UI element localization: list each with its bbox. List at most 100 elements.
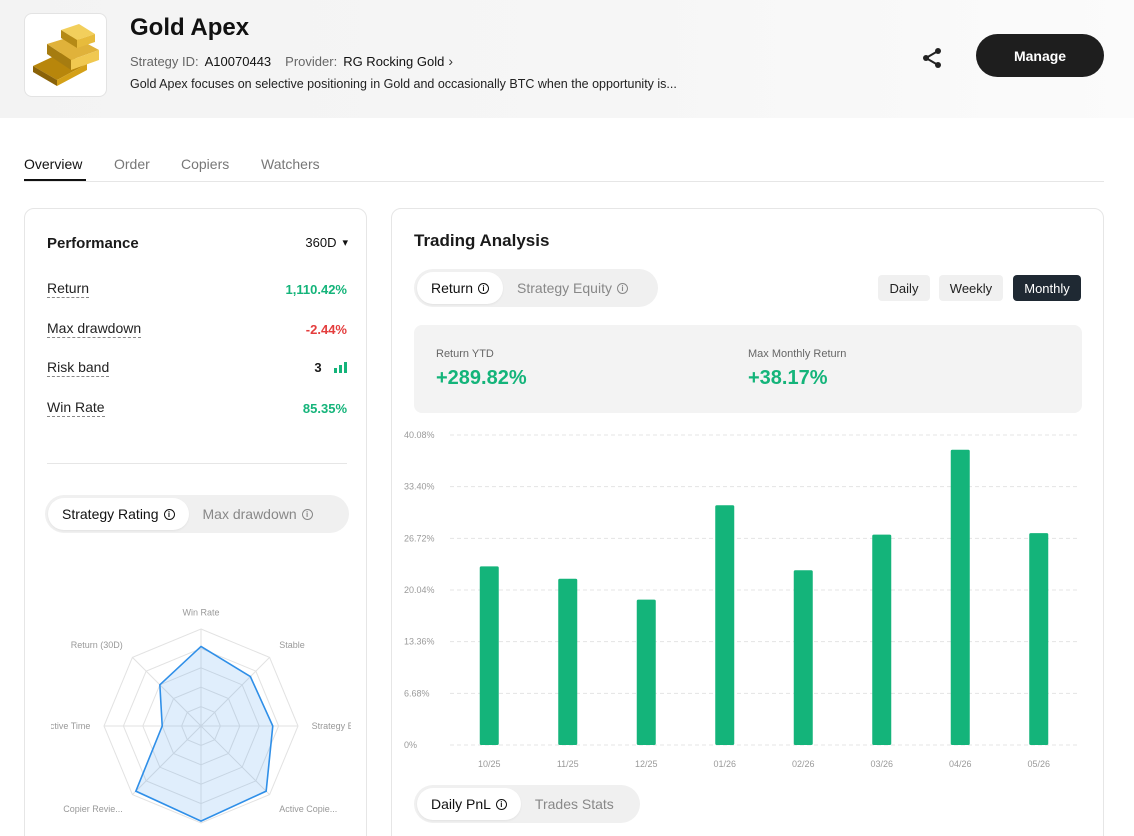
period-value: 360D [305,235,337,250]
win-rate-row: Win Rate 85.35% [47,398,347,418]
strategy-header: Gold Apex Strategy ID: A10070443 Provide… [0,0,1134,118]
radar-axis-label: Copier Revie... [63,804,123,814]
weekly-button[interactable]: Weekly [939,275,1003,301]
bar[interactable] [479,566,499,745]
divider [47,463,347,464]
strategy-logo [24,13,107,97]
strategy-id-label: Strategy ID: [130,53,199,69]
y-tick-label: 13.36% [404,637,435,647]
info-icon: i [478,282,490,294]
chevron-right-icon[interactable]: › [448,53,454,69]
win-rate-label[interactable]: Win Rate [47,399,105,417]
tab-overview[interactable]: Overview [24,156,83,172]
radar-axis-label: Win Rate [182,609,219,617]
tab-daily-pnl[interactable]: Daily PnL i [417,788,521,820]
bar[interactable] [558,578,578,745]
radar-axis-label: Stable [279,640,305,650]
bar[interactable] [1029,533,1049,745]
strategy-id-value: A10070443 [204,53,272,69]
performance-card: Performance 360D ▾ Return 1,110.42% Max … [24,208,367,836]
daily-button[interactable]: Daily [878,275,930,301]
main-tabs: Overview Order Copiers Watchers [24,150,1104,182]
strategy-title: Gold Apex [130,14,250,41]
performance-title: Performance [47,235,139,252]
tab-strategy-equity[interactable]: Strategy Equity i [503,272,642,304]
tab-strategy-rating-label: Strategy Rating [62,506,159,522]
provider-link[interactable]: RG Rocking Gold [343,53,445,69]
radar-axis-label: Return (30D) [71,640,123,650]
y-tick-label: 40.08% [404,430,435,440]
radar-axis-label: Active Copie... [279,804,337,814]
bar[interactable] [793,570,813,745]
radar-axis-label: Active Time [51,721,90,731]
risk-band-group: 3 [314,359,347,377]
radar-area [134,645,274,822]
bar[interactable] [950,449,970,745]
bar[interactable] [872,534,892,745]
manage-button[interactable]: Manage [976,34,1104,77]
strategy-meta: Strategy ID: A10070443 Provider: RG Rock… [130,53,453,69]
max-monthly-return-value: +38.17% [748,367,828,389]
period-dropdown[interactable]: 360D ▾ [305,235,348,250]
x-tick-label: 12/25 [635,759,658,769]
strategy-rating-radar: Win Rate Stable Strategy Equ... Active Copi… [51,609,351,824]
risk-band-row: Risk band 3 [47,358,347,378]
info-icon: i [495,798,507,810]
trading-analysis-title: Trading Analysis [414,231,550,250]
win-rate-value: 85.35% [302,400,347,416]
return-equity-toggle: Return i Strategy Equity i [414,269,658,307]
tab-max-drawdown[interactable]: Max drawdown i [189,498,327,530]
active-tab-underline [24,179,86,181]
y-tick-label: 0% [404,740,417,750]
tab-max-drawdown-label: Max drawdown [202,506,297,522]
risk-band-label[interactable]: Risk band [47,359,110,377]
tab-strategy-equity-label: Strategy Equity [517,280,612,296]
tab-order[interactable]: Order [114,156,150,172]
tab-copiers[interactable]: Copiers [181,156,230,172]
tab-daily-pnl-label: Daily PnL [431,796,491,812]
y-tick-label: 26.72% [404,533,435,543]
return-label[interactable]: Return [47,280,90,298]
radar-spoke [200,725,270,795]
chevron-down-icon: ▾ [342,237,348,249]
return-stats-panel: Return YTD +289.82% Max Monthly Return +… [414,325,1082,413]
bar[interactable] [636,599,656,745]
tab-trades-stats-label: Trades Stats [534,796,614,812]
return-ytd-label: Return YTD [436,348,494,360]
tab-return-label: Return [431,280,474,296]
max-drawdown-row: Max drawdown -2.44% [47,319,347,339]
x-tick-label: 10/25 [478,759,501,769]
return-row: Return 1,110.42% [47,279,347,299]
rating-toggle: Strategy Rating i Max drawdown i [45,495,349,533]
radar-spoke [200,657,270,727]
y-tick-label: 20.04% [404,585,435,595]
x-tick-label: 01/26 [713,759,736,769]
bar[interactable] [715,505,735,745]
strategy-description: Gold Apex focuses on selective positioni… [130,77,677,91]
provider-label: Provider: [285,53,338,69]
info-icon: i [616,282,628,294]
return-ytd-value: +289.82% [436,367,527,389]
x-tick-label: 03/26 [870,759,893,769]
risk-band-value: 3 [314,360,322,375]
pnl-stats-toggle: Daily PnL i Trades Stats [414,785,640,823]
monthly-return-chart: 0% 6.68% 13.36% 20.04% 26.72% 33.40% 40.08% 10/… [404,430,1078,769]
x-tick-label: 11/25 [557,759,579,769]
x-tick-label: 02/26 [792,759,815,769]
max-drawdown-label[interactable]: Max drawdown [47,320,142,338]
share-icon[interactable] [920,46,944,70]
y-tick-label: 6.68% [404,688,430,698]
y-tick-label: 33.40% [404,482,435,492]
x-tick-label: 04/26 [949,759,972,769]
x-tick-label: 05/26 [1027,759,1050,769]
risk-bars-icon [334,362,347,374]
info-icon: i [163,508,175,520]
max-monthly-return-label: Max Monthly Return [748,348,847,360]
radar-spoke [132,725,202,795]
monthly-button[interactable]: Monthly [1013,275,1081,301]
tab-trades-stats[interactable]: Trades Stats [521,788,628,820]
trading-analysis-card: Trading Analysis Return i Strategy Equity… [391,208,1104,836]
tab-return[interactable]: Return i [417,272,504,304]
tab-strategy-rating[interactable]: Strategy Rating i [48,498,189,530]
tab-watchers[interactable]: Watchers [261,156,320,172]
